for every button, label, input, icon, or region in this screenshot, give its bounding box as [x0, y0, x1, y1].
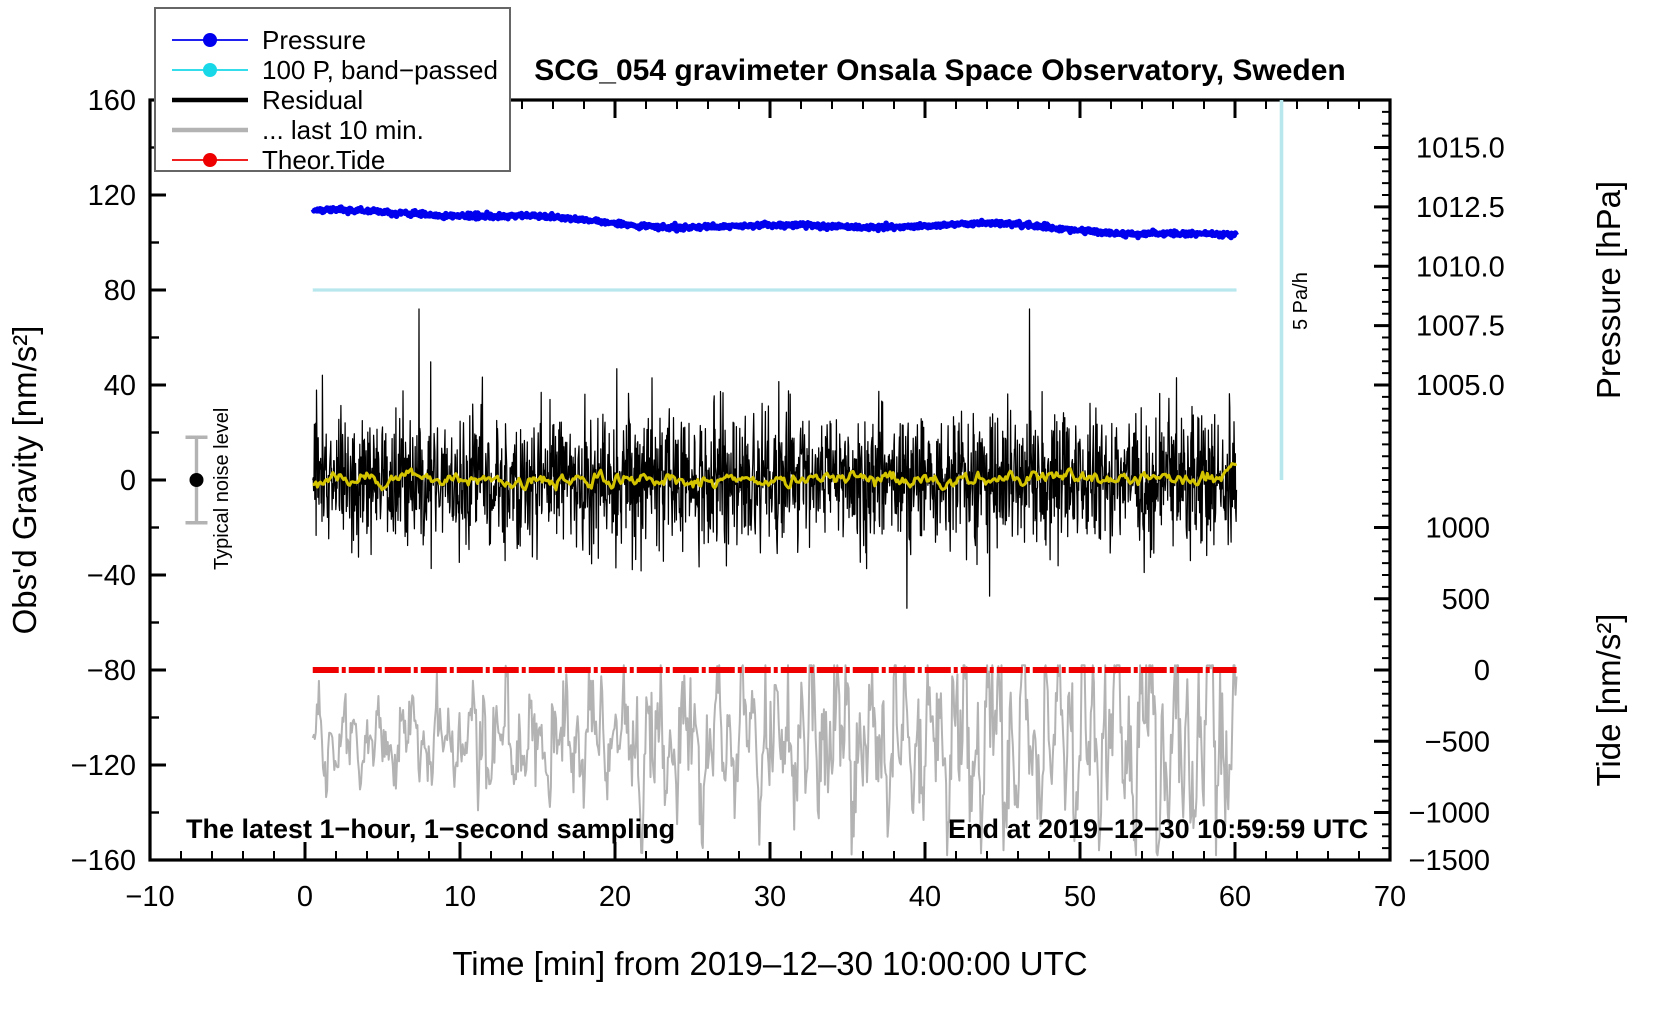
pressure-trace: [310, 204, 1239, 241]
x-axis-ticks: [148, 842, 1392, 860]
y-tick-label: 120: [88, 180, 136, 212]
legend-marker-1: [203, 63, 217, 77]
typical-noise-level-label: Typical noise level: [211, 408, 233, 570]
smoothed-residual-trace: [312, 462, 1238, 492]
legend-label-1: 100 P, band−passed: [262, 55, 498, 85]
x-axis-title: Time [min] from 2019–12–30 10:00:00 UTC: [452, 945, 1087, 982]
y-axis-left-tick-labels: 160 120 80 40 0 −40 −80 −120 −160: [71, 85, 136, 877]
legend-marker-4: [203, 153, 217, 167]
scalebar-label: 5 Pa/h: [1290, 272, 1312, 330]
typical-noise-level-errorbar: [185, 435, 208, 525]
legend-label-0: Pressure: [262, 25, 366, 55]
legend-label-2: Residual: [262, 85, 363, 115]
tide-tick-label: 500: [1442, 584, 1490, 616]
x-tick-label: 20: [599, 881, 631, 913]
pressure-tick-label: 1007.5: [1416, 311, 1505, 343]
data-traces: [310, 204, 1239, 857]
x-tick-label: 0: [297, 881, 313, 913]
tide-tick-label: −1000: [1409, 798, 1490, 830]
pressure-axis-tick-labels: 1015.0 1012.5 1010.0 1007.5 1005.0: [1416, 133, 1505, 403]
y-tick-label: −120: [71, 750, 136, 782]
x-tick-label: 40: [909, 881, 941, 913]
tide-tick-label: 0: [1474, 655, 1490, 687]
y-axis-left-title: Obs'd Gravity [nm/s²]: [6, 326, 43, 635]
x-tick-label: 70: [1374, 881, 1406, 913]
y-tick-label: −40: [87, 560, 136, 592]
x-tick-label: 30: [754, 881, 786, 913]
y-axis-right-ticks: [1374, 99, 1390, 862]
bottom-right-note: End at 2019−12−30 10:59:59 UTC: [948, 814, 1368, 844]
y-tick-label: 80: [104, 275, 136, 307]
x-tick-label: 50: [1064, 881, 1096, 913]
bottom-left-note: The latest 1−hour, 1−second sampling: [186, 814, 675, 844]
legend-label-4: Theor.Tide: [262, 145, 385, 175]
legend-frame: [154, 7, 511, 172]
y-tick-label: 160: [88, 85, 136, 117]
x-tick-label: −10: [125, 881, 174, 913]
last-10-min-trace: [311, 664, 1238, 857]
pressure-tick-label: 1005.0: [1416, 370, 1505, 402]
legend-label-3: ... last 10 min.: [262, 115, 424, 145]
x-tick-label: 60: [1219, 881, 1251, 913]
chart-title: SCG_054 gravimeter Onsala Space Observat…: [534, 54, 1346, 87]
pressure-tick-label: 1015.0: [1416, 133, 1505, 165]
y-tick-label: −80: [87, 655, 136, 687]
tide-tick-label: −1500: [1409, 845, 1490, 877]
tide-tick-label: −500: [1425, 726, 1490, 758]
y-tick-label: 40: [104, 370, 136, 402]
y-tick-label: −160: [71, 845, 136, 877]
y-axis-right-tide-title: Tide [nm/s²]: [1590, 614, 1627, 787]
pressure-tick-label: 1010.0: [1416, 251, 1505, 283]
pressure-tick-label: 1012.5: [1416, 192, 1505, 224]
legend-marker-0: [203, 33, 217, 47]
x-axis-tick-labels: −10 0 10 20 30 40 50 60 70: [125, 881, 1406, 913]
errorbar-center-dot: [189, 473, 204, 487]
tide-tick-label: 1000: [1425, 513, 1490, 545]
y-axis-right-pressure-title: Pressure [hPa]: [1590, 181, 1627, 399]
tide-axis-tick-labels: 1000 500 0 −500 −1000 −1500: [1409, 513, 1490, 878]
x-tick-label: 10: [444, 881, 476, 913]
y-tick-label: 0: [120, 465, 136, 497]
